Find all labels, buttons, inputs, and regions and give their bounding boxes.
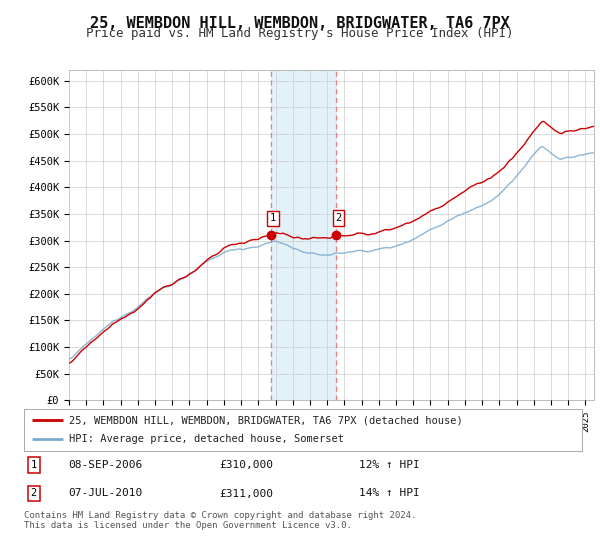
Text: 2: 2 xyxy=(335,213,341,223)
Text: £311,000: £311,000 xyxy=(220,488,273,498)
Text: 12% ↑ HPI: 12% ↑ HPI xyxy=(359,460,419,470)
Text: 07-JUL-2010: 07-JUL-2010 xyxy=(68,488,143,498)
Text: 08-SEP-2006: 08-SEP-2006 xyxy=(68,460,143,470)
Text: 14% ↑ HPI: 14% ↑ HPI xyxy=(359,488,419,498)
Text: 2: 2 xyxy=(31,488,37,498)
Text: Contains HM Land Registry data © Crown copyright and database right 2024.
This d: Contains HM Land Registry data © Crown c… xyxy=(24,511,416,530)
Text: 25, WEMBDON HILL, WEMBDON, BRIDGWATER, TA6 7PX (detached house): 25, WEMBDON HILL, WEMBDON, BRIDGWATER, T… xyxy=(68,415,463,425)
Text: HPI: Average price, detached house, Somerset: HPI: Average price, detached house, Some… xyxy=(68,435,344,445)
Text: 1: 1 xyxy=(270,213,276,223)
Text: 1: 1 xyxy=(31,460,37,470)
Bar xyxy=(271,70,336,400)
Text: 25, WEMBDON HILL, WEMBDON, BRIDGWATER, TA6 7PX: 25, WEMBDON HILL, WEMBDON, BRIDGWATER, T… xyxy=(90,16,510,31)
Text: Price paid vs. HM Land Registry's House Price Index (HPI): Price paid vs. HM Land Registry's House … xyxy=(86,27,514,40)
Text: £310,000: £310,000 xyxy=(220,460,273,470)
